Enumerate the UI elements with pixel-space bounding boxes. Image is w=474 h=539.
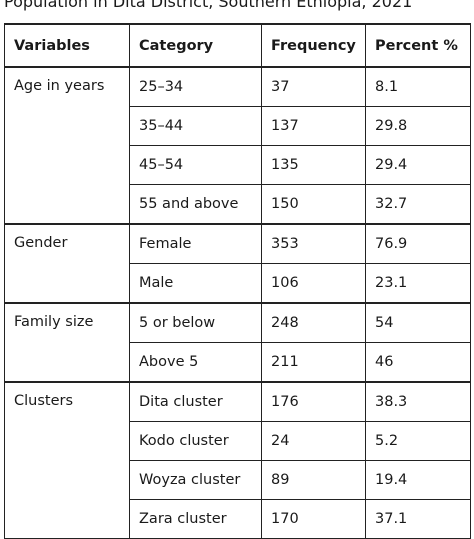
category-cell: Kodo cluster xyxy=(129,421,262,461)
category-cell: Above 5 xyxy=(129,342,262,383)
category-cell: Woyza cluster xyxy=(129,460,262,500)
frequency-cell: 170 xyxy=(261,499,366,539)
frequency-cell: 135 xyxy=(261,145,366,185)
header-variables: Variables xyxy=(4,23,130,68)
percent-cell: 38.3 xyxy=(365,381,471,422)
percent-cell: 5.2 xyxy=(365,421,471,461)
frequency-cell: 24 xyxy=(261,421,366,461)
frequency-cell: 106 xyxy=(261,263,366,304)
percent-cell: 76.9 xyxy=(365,223,471,264)
percent-cell: 54 xyxy=(365,302,471,343)
table-row: Zara cluster 170 37.1 xyxy=(5,499,471,539)
demographics-table: Variables Category Frequency Percent % A… xyxy=(4,23,471,539)
category-cell: Dita cluster xyxy=(129,381,262,422)
frequency-cell: 176 xyxy=(261,381,366,422)
table-row: Woyza cluster 89 19.4 xyxy=(5,460,471,500)
frequency-cell: 150 xyxy=(261,184,366,225)
percent-cell: 32.7 xyxy=(365,184,471,225)
table-row: Clusters Dita cluster 176 38.3 xyxy=(4,381,471,539)
table-row: Kodo cluster 24 5.2 xyxy=(5,421,471,461)
frequency-cell: 211 xyxy=(261,342,366,383)
category-cell: Male xyxy=(129,263,262,304)
table-caption: Population in Dita District, Southern Et… xyxy=(4,0,413,11)
table-row: Male 106 23.1 xyxy=(5,263,471,304)
percent-cell: 23.1 xyxy=(365,263,471,304)
percent-cell: 46 xyxy=(365,342,471,383)
header-frequency: Frequency xyxy=(261,23,366,68)
variable-family-size: Family size xyxy=(4,302,130,383)
category-cell: Zara cluster xyxy=(129,499,262,539)
header-category: Category xyxy=(129,23,262,68)
table-row: Family size 5 or below 248 54 xyxy=(4,302,471,383)
frequency-cell: 37 xyxy=(261,66,366,107)
table-row: Age in years 25–34 37 8.1 xyxy=(4,66,471,225)
category-cell: 45–54 xyxy=(129,145,262,185)
percent-cell: 37.1 xyxy=(365,499,471,539)
frequency-cell: 353 xyxy=(261,223,366,264)
header-row: Variables Category Frequency Percent % xyxy=(4,23,471,68)
table-row: Above 5 211 46 xyxy=(5,342,471,383)
percent-cell: 19.4 xyxy=(365,460,471,500)
percent-cell: 8.1 xyxy=(365,66,471,107)
variable-gender: Gender xyxy=(4,223,130,304)
category-cell: 55 and above xyxy=(129,184,262,225)
frequency-cell: 248 xyxy=(261,302,366,343)
category-cell: Female xyxy=(129,223,262,264)
percent-cell: 29.4 xyxy=(365,145,471,185)
frequency-cell: 137 xyxy=(261,106,366,146)
category-cell: 35–44 xyxy=(129,106,262,146)
category-cell: 5 or below xyxy=(129,302,262,343)
variable-age-in-years: Age in years xyxy=(4,66,130,225)
category-cell: 25–34 xyxy=(129,66,262,107)
percent-cell: 29.8 xyxy=(365,106,471,146)
variable-clusters: Clusters xyxy=(4,381,130,539)
frequency-cell: 89 xyxy=(261,460,366,500)
table-row: 35–44 137 29.8 xyxy=(5,106,471,146)
table-row: Gender Female 353 76.9 xyxy=(4,223,471,304)
table-row: 55 and above 150 32.7 xyxy=(5,184,471,225)
header-percent: Percent % xyxy=(365,23,471,68)
table-row: 45–54 135 29.4 xyxy=(5,145,471,185)
